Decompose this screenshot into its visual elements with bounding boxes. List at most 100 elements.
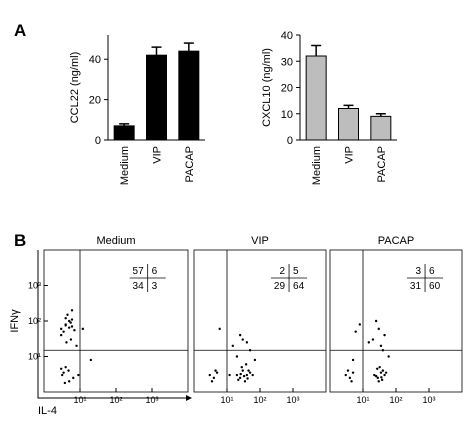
event-dot <box>238 333 242 337</box>
bar <box>178 50 200 141</box>
event-dot <box>67 380 71 383</box>
event-dot <box>383 373 386 377</box>
quadrant-percent: 29 <box>274 281 286 292</box>
event-dot <box>228 373 231 377</box>
x-tick-label: 10³ <box>422 395 435 405</box>
event-dot <box>377 380 380 383</box>
bar <box>370 115 392 141</box>
event-dot <box>67 319 71 323</box>
event-dot <box>72 376 75 380</box>
x-tick-label: VIP <box>344 146 356 164</box>
event-dot <box>63 381 67 385</box>
event-dot <box>210 380 214 383</box>
y-tick-label: 10 <box>281 109 293 121</box>
quadrant-percent: 3 <box>415 266 421 277</box>
y-axis-label: CXCL10 (ng/ml) <box>261 48 273 127</box>
event-dot <box>367 341 371 344</box>
event-dot <box>374 374 378 378</box>
x-tick-label: 10² <box>109 395 122 405</box>
event-dot <box>81 327 85 331</box>
event-dot <box>374 319 378 323</box>
x-tick-label: PACAP <box>376 146 388 182</box>
arrow-head <box>186 395 192 401</box>
y-axis-label: CCL22 (ng/ml) <box>69 52 81 124</box>
event-dot <box>62 330 65 333</box>
event-dot <box>346 369 350 372</box>
event-dot <box>235 355 239 358</box>
bar <box>338 108 359 141</box>
event-dot <box>351 358 355 362</box>
event-dot <box>64 324 67 327</box>
event-dot <box>73 329 76 332</box>
event-dot <box>67 369 70 372</box>
event-dot <box>379 371 383 374</box>
event-dot <box>378 365 381 369</box>
plot-frame <box>43 249 189 393</box>
event-dot <box>246 377 249 380</box>
panel-label: A <box>14 21 26 40</box>
bar <box>305 55 327 141</box>
event-dot <box>69 321 72 324</box>
event-dot <box>376 376 379 380</box>
event-dot <box>376 367 379 371</box>
x-tick-label: Medium <box>311 146 323 185</box>
plot-title: PACAP <box>378 235 414 247</box>
plot-title: VIP <box>251 235 269 247</box>
event-dot <box>59 367 63 371</box>
x-tick-label: 10¹ <box>73 395 86 405</box>
y-tick-label: 0 <box>95 135 101 147</box>
event-dot <box>245 373 249 377</box>
event-dot <box>358 323 362 326</box>
quadrant-percent: 34 <box>133 281 145 292</box>
event-dot <box>253 358 257 362</box>
y-tick-label: 10¹ <box>28 352 41 362</box>
y-tick-label: 30 <box>281 56 293 68</box>
event-dot <box>66 313 69 316</box>
event-dot <box>243 380 247 383</box>
event-dot <box>62 371 65 374</box>
event-dot <box>238 376 242 380</box>
plot-frame <box>193 249 327 393</box>
event-dot <box>237 378 240 382</box>
panel-label: B <box>14 231 26 250</box>
event-dot <box>248 371 252 374</box>
event-dot <box>239 372 242 376</box>
event-dot <box>371 338 375 341</box>
x-tick-label: 10² <box>389 395 402 405</box>
quadrant-percent: 57 <box>133 266 145 277</box>
bar <box>113 125 135 141</box>
x-tick-label: 10³ <box>286 395 299 405</box>
event-dot <box>351 371 355 374</box>
event-dot <box>384 371 388 374</box>
event-dot <box>381 369 385 372</box>
event-dot <box>383 333 386 337</box>
quadrant-percent: 31 <box>410 281 422 292</box>
event-dot <box>64 365 67 369</box>
quadrant-percent: 64 <box>293 281 305 292</box>
event-dot <box>67 326 71 329</box>
y-tick-label: 0 <box>287 135 293 147</box>
event-dot <box>377 327 380 331</box>
plot-frame <box>329 249 463 393</box>
event-dot <box>235 373 239 377</box>
event-dot <box>387 355 390 358</box>
x-tick-label: VIP <box>152 146 164 164</box>
event-dot <box>208 373 211 377</box>
event-dot <box>212 376 216 380</box>
quadrant-percent: 6 <box>429 266 435 277</box>
bar <box>146 54 167 141</box>
event-dot <box>380 376 383 379</box>
quadrant-percent: 5 <box>293 266 299 277</box>
y-tick-label: 10³ <box>28 281 41 291</box>
event-dot <box>350 380 353 383</box>
event-dot <box>75 344 78 348</box>
event-dot <box>251 373 254 377</box>
event-dot <box>70 325 74 328</box>
event-dot <box>70 309 74 312</box>
plot-title: Medium <box>96 235 135 247</box>
event-dot <box>215 371 219 374</box>
event-dot <box>240 365 243 369</box>
event-dot <box>65 341 68 344</box>
x-tick-label: 10¹ <box>220 395 233 405</box>
